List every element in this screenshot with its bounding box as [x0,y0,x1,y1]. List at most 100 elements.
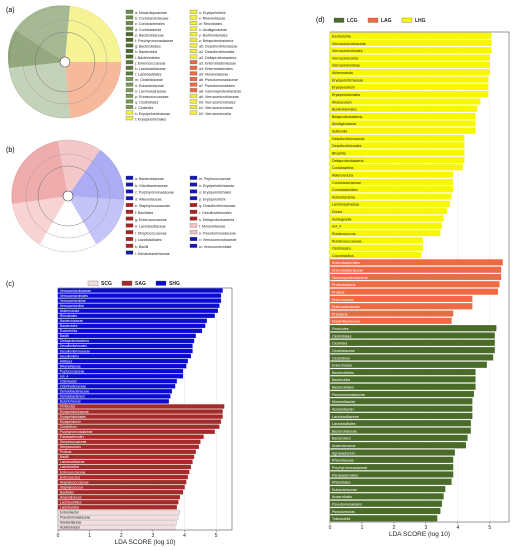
legend-entry: d: Rikenellaceae [135,197,162,201]
x-tick-label: 5 [488,525,491,531]
panel-label-b: (b) [6,147,15,154]
cladogram-a-core [59,56,71,68]
legend-entry: w: Verrucomicrobiae [199,245,232,249]
legend-swatch [189,203,198,207]
bar-lhg [329,105,478,112]
legend-swatch [125,9,134,14]
bar-lhg [329,54,490,61]
bar-lhg [329,193,452,200]
legend-entry: f: Bacillales [135,211,153,215]
bar-label: Clostridia [332,342,347,346]
bar-sag [57,449,196,455]
bar-shg [57,374,184,379]
bar-label: Moraxellaceae [332,400,355,404]
legend-entry: j: Enterococcaceae [134,61,166,65]
bar-label: Erysipelotrichaceae [60,410,89,414]
cladogram-b-core [62,190,74,202]
legend-entry: h: Lactobacillaceae [135,225,166,229]
legend-swatch-lag [367,17,379,23]
legend-label-shg: SHG [169,281,180,287]
bar-shg [57,323,206,328]
bar-label: Enterobacter [332,364,353,368]
legend-entry: n: Erysipelotrichaceae [199,184,234,188]
bar-label: Erysipelotrichaceae [332,78,363,82]
bar-label: Erysipelotrichi [60,420,81,424]
bar-sag [57,479,187,485]
legend-entry: n: Eubacteriaceae [135,84,164,88]
bar-label: Deltaproteobacteria [60,339,89,343]
legend-label-lhg: LHG [415,18,426,24]
bar-lhg [329,171,454,178]
legend-swatch [189,237,198,241]
legend-entry: h: Bacteroidia [135,50,157,54]
bar-label: Desulfovibrio [60,354,79,358]
legend-entry: a4: Enterobacteriales [199,67,233,71]
bar-label: Enterococcaceae [332,305,360,309]
cladogram-a-sector-green2 [7,30,65,68]
legend-swatch [189,243,198,248]
bar-lag [329,266,502,273]
legend-swatch [189,15,198,20]
bar-lhg [329,69,490,76]
bar-label: Adlercreutzia [332,173,353,177]
cladogram-b-legend: a: Bacteroidaceae b: Odoribacteraceae c: P… [125,175,237,256]
bar-shg [57,399,169,404]
cladogram-b: (b) [6,139,125,253]
bar-sag [57,439,201,444]
bar-lcg [329,368,476,376]
bar-label: Escherichia [60,329,77,333]
legend-swatch [189,65,198,70]
legend-label-lcg: LCG [347,18,358,24]
bar-lag [329,273,502,281]
legend-swatch-lcg [333,17,345,23]
legend-entry: b: Corrobacteriaceae [135,17,169,21]
x-tick-label: 3 [152,533,155,539]
bar-label: Erysipelotrichales [332,93,360,97]
bar-label: Eubacteriaceae [332,488,357,492]
bar-lhg [329,32,492,39]
legend-entry: b2: Verrucomicrobia [199,112,231,116]
bar-lag [329,295,473,303]
legend-swatch [125,77,134,81]
legend-swatch [125,209,134,214]
bar-lcg [329,515,438,522]
legend-entry: u: Pseudomonadaceae [199,231,236,235]
panel-label-c: (c) [6,281,14,288]
bar-lcg [329,486,446,493]
x-tick-label: 1 [88,533,91,539]
bar-shg [57,318,207,323]
legend-swatch [189,60,198,65]
cladogram-a-sector-green3 [9,62,70,119]
legend-entry: o: Erysipelotrichales [199,191,231,195]
legend-entry: a8: Gammaproteobacteria [199,89,241,93]
bar-label: Bilophila [332,152,346,156]
legend-swatch [189,9,198,14]
legend-entry: a: Bacteroidaceae [135,177,164,181]
cladogram-b-sector-blue2 [68,196,124,244]
legend-entry: m: Peptococcaceae [199,177,231,181]
legend-entry: l: Lactobacillales [135,73,162,77]
bar-lhg [329,76,489,83]
bar-label: Verrucomicrobiae [332,64,360,68]
legend-swatch [125,105,134,109]
bar-label: Enterococcus [332,298,354,302]
legend-swatch [125,37,134,42]
legend-swatch-lhg [401,17,413,23]
bar-label: Peptococcaceae [60,369,85,373]
panel-label-a: (a) [6,7,15,14]
legend-entry: f: Porphyromonadaceae [135,39,173,43]
bar-shg [57,358,188,364]
bar-lag [329,303,473,310]
bar-label: Pseudomonadaceae [60,516,90,520]
bar-lhg [329,142,465,149]
legend-swatch [189,77,198,81]
legend-swatch [125,175,134,180]
legend-swatch [189,49,198,53]
legend-entry: x: Alcaligenaceae [199,28,227,32]
legend-entry: z: Betaproteobacteria [199,39,233,43]
bar-sag [57,414,223,419]
bar-label: Pseudomonas [332,510,355,514]
x-tick-label: 0 [57,533,60,539]
bar-sag [57,409,223,414]
legend-entry: a9: Verrucomicrobiaceae [199,95,239,99]
